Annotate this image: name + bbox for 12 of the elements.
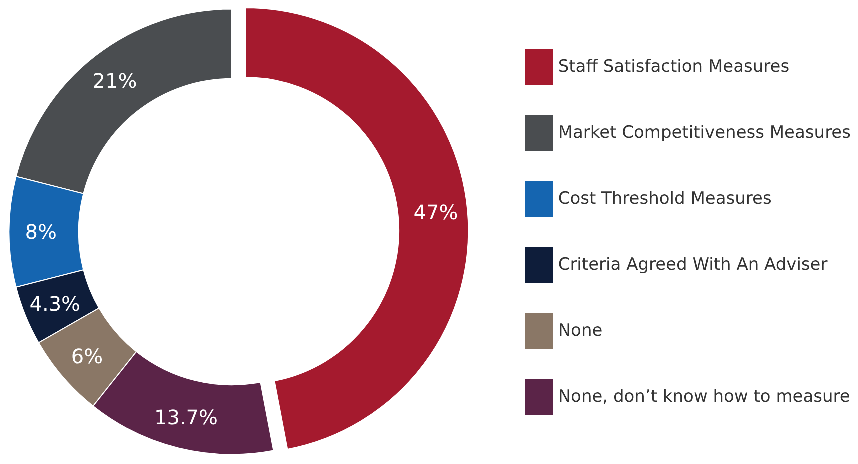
legend-label: None — [558, 321, 603, 341]
legend-label: None, don’t know how to measure — [558, 387, 850, 407]
legend-label: Criteria Agreed With An Adviser — [558, 255, 828, 275]
data-label: 21% — [92, 69, 138, 94]
legend-label: Cost Threshold Measures — [558, 189, 772, 209]
legend-label: Market Competitiveness Measures — [558, 123, 852, 143]
data-label: 6% — [71, 344, 104, 368]
legend-label: Staff Satisfaction Measures — [558, 57, 790, 77]
data-label: 13.7% — [154, 405, 218, 430]
data-label: 8% — [25, 220, 57, 244]
data-label: 47% — [414, 200, 458, 225]
data-label: 4.3% — [30, 292, 81, 316]
